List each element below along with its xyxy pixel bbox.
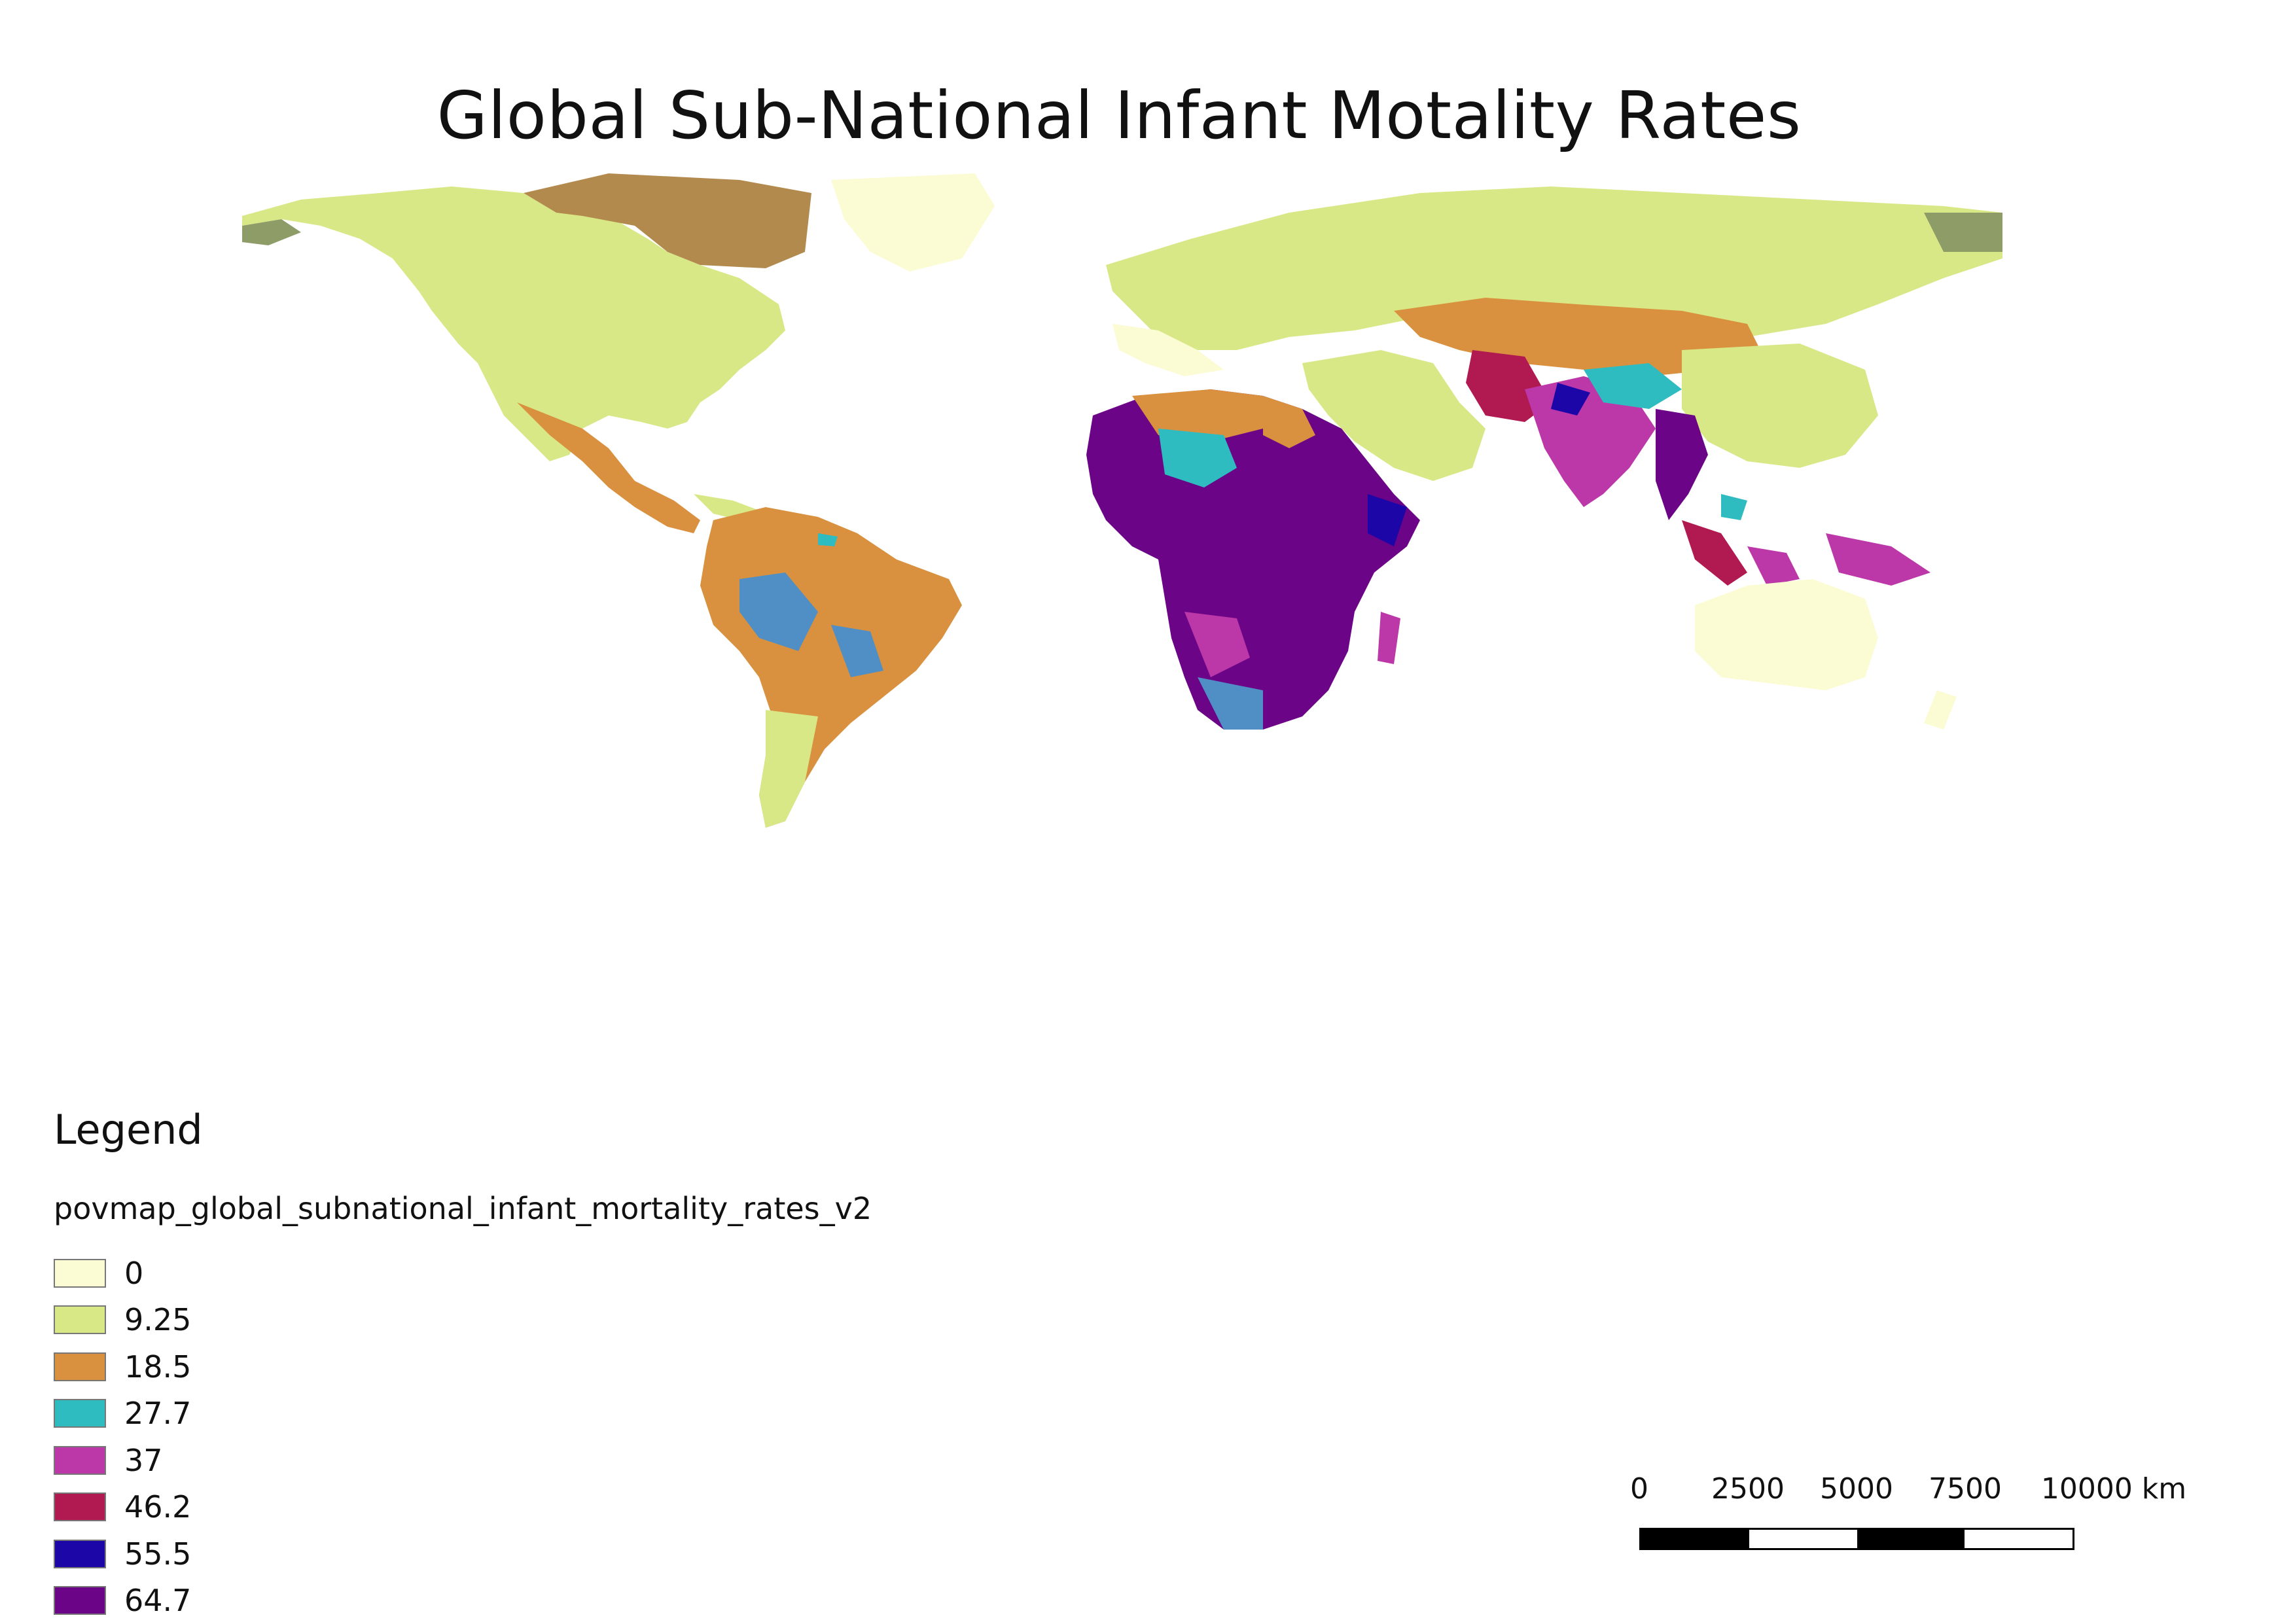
scale-tick: 5000 <box>1820 1472 1893 1506</box>
legend-label: 46.2 <box>124 1489 191 1525</box>
scale-tick: 2500 <box>1711 1472 1785 1506</box>
legend-swatch <box>54 1540 106 1568</box>
legend-layer-name: povmap_global_subnational_infant_mortali… <box>54 1191 872 1226</box>
legend-item: 64.7 <box>54 1578 191 1624</box>
legend-label: 18.5 <box>124 1349 191 1385</box>
legend-label: 27.7 <box>124 1396 191 1431</box>
scale-bar: 0 2500 5000 7500 10000 km <box>1620 1472 2209 1551</box>
legend-item: 0 <box>54 1250 191 1297</box>
legend-swatch <box>54 1492 106 1521</box>
legend-swatch <box>54 1352 106 1381</box>
scale-segment <box>1857 1530 1965 1548</box>
legend-list: 0 9.25 18.5 27.7 37 46.2 55.5 64.7 <box>54 1250 191 1624</box>
map-title: Global Sub-National Infant Motality Rate… <box>0 77 2238 154</box>
legend-item: 37 <box>54 1437 191 1484</box>
legend-swatch <box>54 1399 106 1428</box>
legend-swatch <box>54 1446 106 1475</box>
legend-swatch <box>54 1586 106 1615</box>
legend-heading: Legend <box>54 1106 203 1154</box>
legend-label: 64.7 <box>124 1583 191 1618</box>
scale-bar-graphic <box>1639 1528 2074 1550</box>
scale-tick: 10000 km <box>2041 1472 2186 1506</box>
scale-tick: 0 <box>1630 1472 1648 1506</box>
legend-swatch <box>54 1259 106 1288</box>
north-america <box>242 173 995 533</box>
scale-segment <box>1965 1530 2073 1548</box>
southeast-asia <box>1682 494 1930 586</box>
legend-label: 37 <box>124 1443 163 1478</box>
legend-item: 46.2 <box>54 1484 191 1531</box>
legend-item: 55.5 <box>54 1530 191 1578</box>
scale-segment <box>1749 1530 1857 1548</box>
legend-item: 9.25 <box>54 1297 191 1344</box>
legend-label: 55.5 <box>124 1536 191 1572</box>
oceania <box>1695 579 1957 730</box>
middle-east-asia <box>1302 298 1878 520</box>
legend-label: 0 <box>124 1256 143 1291</box>
legend-label: 9.25 <box>124 1302 191 1337</box>
legend-swatch <box>54 1305 106 1334</box>
scale-segment <box>1641 1530 1749 1548</box>
legend-item: 18.5 <box>54 1343 191 1390</box>
scale-tick: 7500 <box>1929 1472 2002 1506</box>
south-america <box>700 507 962 828</box>
legend-item: 27.7 <box>54 1390 191 1438</box>
world-map <box>242 154 2002 834</box>
